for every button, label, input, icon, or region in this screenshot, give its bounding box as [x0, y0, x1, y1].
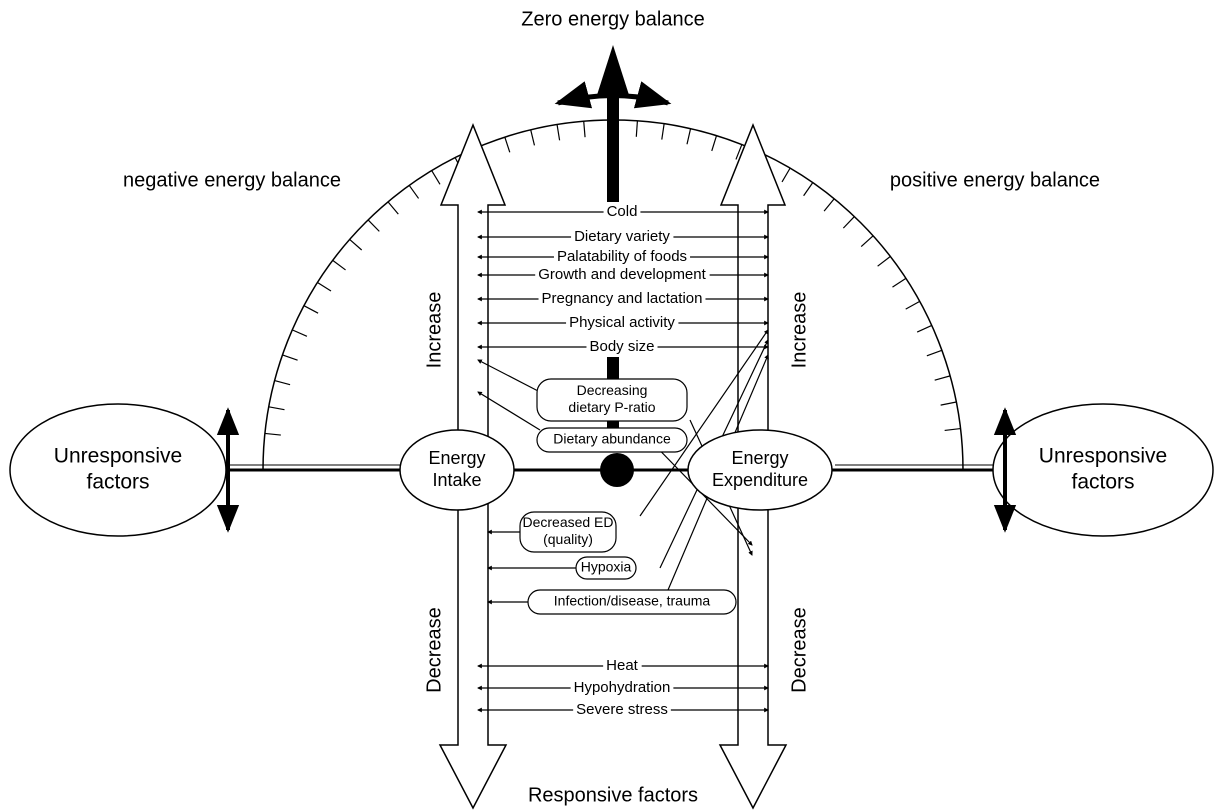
label-bg — [553, 247, 691, 265]
unresponsive-node-label: factors — [86, 471, 149, 494]
box-label: dietary P-ratio — [568, 399, 655, 415]
arc-tick — [556, 124, 561, 141]
unresponsive-node-label: Unresponsive — [54, 445, 182, 468]
arc-tick — [905, 300, 920, 310]
label-bg — [535, 265, 710, 283]
negative-label: negative energy balance — [123, 169, 341, 191]
needle — [607, 90, 619, 202]
title: Zero energy balance — [521, 8, 704, 30]
label-bg — [603, 656, 642, 674]
arc-tick — [635, 120, 639, 137]
unresponsive-node-label: factors — [1071, 471, 1134, 494]
box-label: (quality) — [543, 531, 593, 547]
label-bg — [573, 700, 671, 718]
label-bg — [571, 227, 674, 245]
unresponsive-node-label: Unresponsive — [1039, 445, 1167, 468]
connector — [477, 391, 541, 431]
arc-tick — [944, 427, 961, 432]
arc-tick — [303, 305, 319, 314]
box-label: Decreased ED — [522, 514, 613, 530]
arc-tick — [264, 432, 281, 436]
arc-tick — [892, 277, 907, 288]
arc-tick — [860, 235, 874, 247]
arc-tick — [877, 255, 891, 267]
label-bg — [566, 313, 679, 331]
box-label: Hypoxia — [581, 559, 632, 575]
arc-tick — [408, 185, 420, 199]
positive-label: positive energy balance — [890, 169, 1100, 191]
arc-tick — [686, 128, 692, 145]
arc-tick — [916, 324, 932, 333]
arc-tick — [292, 329, 308, 337]
energy-node — [687, 429, 833, 511]
factor-label: Heat — [606, 657, 639, 674]
increase-label: Increase — [788, 292, 810, 369]
energy-node-label: Intake — [432, 470, 481, 490]
arc-tick — [661, 123, 665, 140]
arc-tick — [367, 219, 380, 232]
arc-tick — [317, 281, 332, 292]
needle-head — [597, 45, 629, 95]
needle — [607, 419, 619, 429]
unresponsive-node — [992, 403, 1214, 537]
arc-tick — [934, 375, 951, 381]
swing-arrow — [554, 81, 672, 109]
energy-node-label: Energy — [428, 448, 485, 468]
box-label: Infection/disease, trauma — [554, 593, 711, 609]
arc-tick — [842, 216, 855, 229]
factor-box — [536, 378, 688, 422]
arc-tick — [282, 354, 298, 361]
factor-box — [536, 427, 688, 453]
arc-tick — [274, 380, 291, 386]
label-bg — [570, 678, 674, 696]
factor-label: Pregnancy and lactation — [542, 290, 703, 307]
box-label: Decreasing — [577, 382, 648, 398]
needle — [607, 357, 619, 379]
decrease-label: Decrease — [423, 607, 445, 693]
arc-tick — [583, 121, 586, 138]
arc-tick — [940, 401, 957, 406]
factor-label: Palatability of foods — [557, 248, 687, 265]
arc-tick — [504, 136, 511, 153]
arc-tick — [268, 406, 285, 411]
energy-node-label: Energy — [731, 448, 788, 468]
arc-tick — [431, 170, 441, 185]
factor-label: Hypohydration — [574, 679, 671, 696]
arc-tick — [823, 198, 835, 212]
connector — [477, 359, 541, 393]
factor-label: Body size — [589, 338, 654, 355]
factor-label: Dietary variety — [574, 228, 670, 245]
label-bg — [586, 337, 658, 355]
factor-box — [527, 589, 737, 615]
arc-tick — [387, 201, 399, 215]
decrease-label: Decrease — [788, 607, 810, 693]
label-bg — [603, 202, 641, 220]
energy-node — [399, 429, 515, 511]
arc-tick — [781, 167, 791, 183]
arc-tick — [332, 259, 346, 271]
footer: Responsive factors — [528, 784, 698, 806]
factor-box — [519, 511, 617, 553]
factor-box — [575, 556, 637, 580]
connector — [639, 329, 769, 517]
pivot — [600, 453, 634, 487]
factor-label: Cold — [607, 203, 638, 220]
energy-node-label: Expenditure — [712, 470, 808, 490]
arc-tick — [926, 349, 943, 357]
arc-tick — [530, 129, 536, 146]
factor-label: Growth and development — [538, 266, 706, 283]
arc-tick — [349, 239, 363, 251]
label-bg — [538, 289, 706, 307]
factor-label: Severe stress — [576, 701, 668, 718]
factor-label: Physical activity — [569, 314, 675, 331]
increase-label: Increase — [423, 292, 445, 369]
arc-tick — [803, 182, 814, 197]
arc-tick — [711, 135, 718, 152]
arc-tick — [735, 144, 743, 160]
box-label: Dietary abundance — [553, 431, 671, 447]
